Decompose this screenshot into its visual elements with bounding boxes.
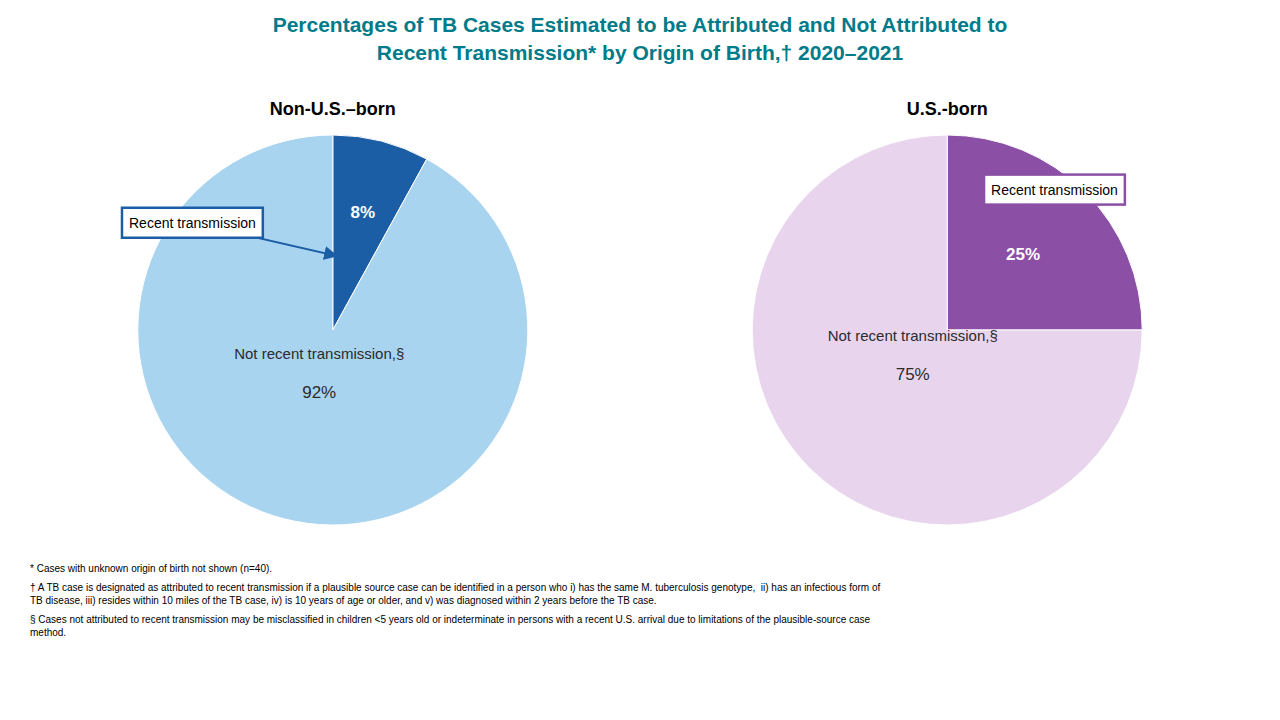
footnote-line: * Cases with unknown origin of birth not…	[30, 563, 272, 574]
footnote-line: † A TB case is designated as attributed …	[30, 582, 881, 593]
callout-label: Recent transmission	[129, 215, 256, 231]
title: Percentages of TB Cases Estimated to be …	[273, 13, 1008, 36]
chart-root: Percentages of TB Cases Estimated to be …	[0, 0, 1280, 720]
title: Recent Transmission* by Origin of Birth,…	[377, 41, 904, 64]
data-label: 25%	[1006, 245, 1040, 264]
labels: 25% Not recent transmission,§ 75%	[828, 245, 1040, 384]
callout-label: Recent transmission	[991, 182, 1118, 198]
footnotes: * Cases with unknown origin of birth not…	[30, 563, 881, 638]
pie-chart: Non-U.S.–born 8% Not recent transmission,§…	[122, 99, 528, 525]
pie-title: Non-U.S.–born	[270, 99, 396, 119]
data-label: 8%	[351, 203, 376, 222]
footnote: † A TB case is designated as attributed …	[30, 582, 881, 606]
callout-box	[984, 175, 1125, 205]
footnote: § Cases not attributed to recent transmi…	[30, 614, 871, 638]
pie-title: U.S.-born	[907, 99, 988, 119]
slices	[138, 135, 528, 525]
pie-slice	[138, 135, 528, 525]
callout-box	[122, 208, 263, 238]
slices	[752, 135, 1142, 525]
data-label: 92%	[302, 383, 336, 402]
callout: Recent transmission	[122, 208, 337, 256]
pie-slice	[752, 135, 1142, 525]
footnote: * Cases with unknown origin of birth not…	[30, 563, 272, 574]
footnote-line: TB disease, iii) resides within 10 miles…	[30, 595, 657, 606]
footnote-line: § Cases not attributed to recent transmi…	[30, 614, 871, 625]
category-label: Not recent transmission,§	[234, 345, 404, 362]
category-label: Not recent transmission,§	[828, 327, 998, 344]
pie-slice	[947, 135, 1142, 330]
title-group: Percentages of TB Cases Estimated to be …	[273, 13, 1008, 64]
footnote-line: method.	[30, 627, 66, 638]
data-label: 75%	[896, 365, 930, 384]
callout: Recent transmission	[984, 175, 1125, 216]
pie-chart: U.S.-born 25% Not recent transmission,§ 75%…	[752, 99, 1142, 525]
